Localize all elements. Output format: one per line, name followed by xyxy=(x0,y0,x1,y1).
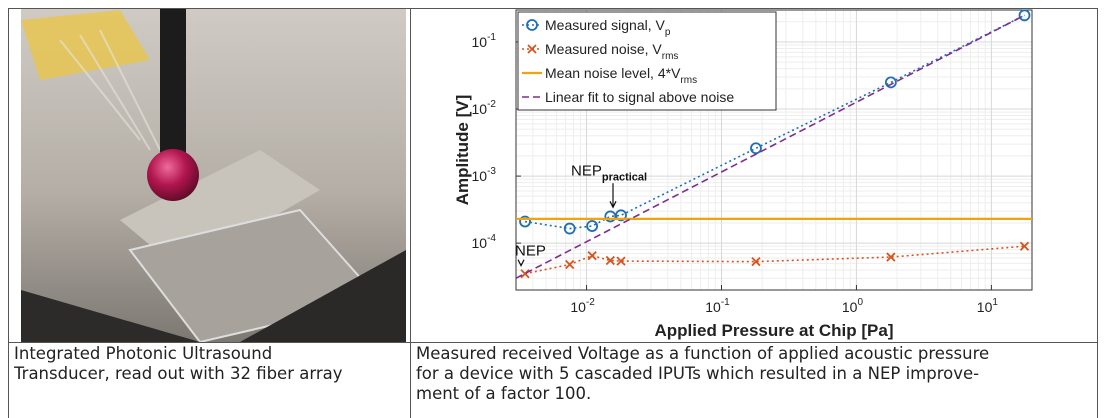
caption-line: Integrated Photonic Ultrasound xyxy=(14,344,406,364)
tick-label: 10-4 xyxy=(472,233,497,251)
tick-label: 100 xyxy=(842,297,864,315)
caption-line: for a device with 5 cascaded IPUTs which… xyxy=(416,364,1096,384)
tick-label: 10-2 xyxy=(570,297,595,315)
caption-right: Measured received Voltage as a function … xyxy=(416,344,1096,418)
caption-line: Transducer, read out with 32 fiber array xyxy=(14,364,406,384)
page: 10-2 10-1 100 101 10-4 10-3 10-2 10-1 Applied Pr… xyxy=(0,0,1107,418)
x-axis-label: Applied Pressure at Chip [Pa] xyxy=(655,321,894,340)
tick-label: 10-3 xyxy=(472,166,497,184)
tick-label: 10-1 xyxy=(472,32,497,50)
legend-label: Linear fit to signal above noise xyxy=(545,89,734,105)
caption-line: Measured received Voltage as a function … xyxy=(416,344,1096,364)
y-axis-label: Amplitude [V] xyxy=(453,95,472,206)
caption-line: ment of a factor 100. xyxy=(416,384,1096,404)
tick-label: 101 xyxy=(977,297,999,315)
tick-label: 10-1 xyxy=(705,297,730,315)
tick-label: 10-2 xyxy=(472,99,497,117)
annotation: NEP xyxy=(515,243,546,260)
